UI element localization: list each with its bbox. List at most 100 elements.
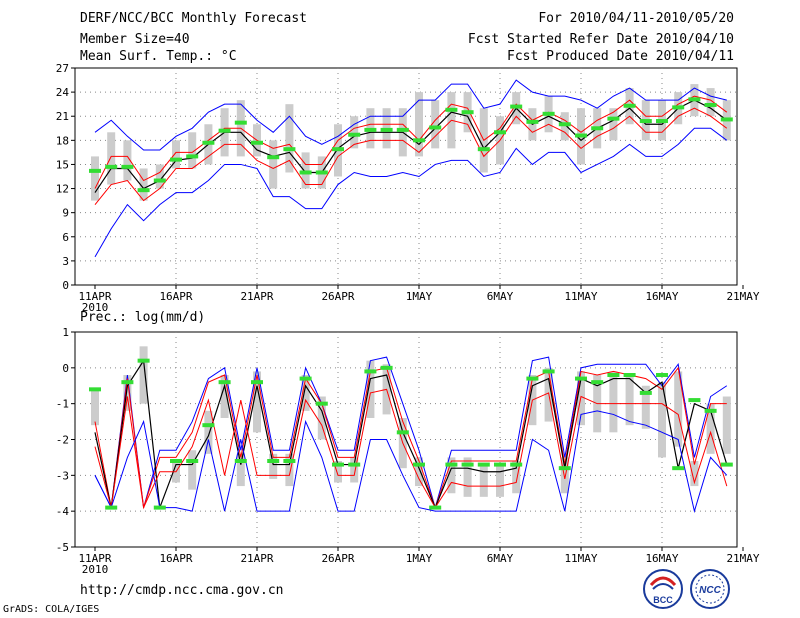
ncc-logo: NCC xyxy=(688,567,732,611)
temp-obs-marker xyxy=(672,105,685,110)
refer-date: Fcst Started Refer Date 2010/04/10 xyxy=(467,32,734,47)
prec-spread-box xyxy=(253,371,261,433)
prec-obs-marker xyxy=(672,466,685,471)
bcc-logo-text: BCC xyxy=(653,595,673,605)
temp-xtick-label: 11APR xyxy=(78,290,111,303)
prec-obs-marker xyxy=(623,373,636,377)
source-url[interactable]: http://cmdp.ncc.cma.gov.cn xyxy=(80,583,284,598)
temp-obs-marker xyxy=(121,164,134,169)
prec-spread-box xyxy=(447,457,456,494)
temp-obs-marker xyxy=(218,128,231,133)
prec-year-label: 2010 xyxy=(82,563,109,576)
prec-obs-marker xyxy=(186,459,199,463)
member-size: Member Size=40 xyxy=(80,32,190,47)
temp-ytick-label: 18 xyxy=(56,134,69,147)
temp-spread-box xyxy=(301,152,310,189)
prec-obs-marker xyxy=(704,408,717,413)
prec-spread-box xyxy=(706,403,715,454)
temp-obs-marker xyxy=(364,127,377,132)
temp-obs-marker xyxy=(315,170,328,175)
temp-xtick-label: 21MAY xyxy=(726,290,759,303)
prec-spread-box xyxy=(674,371,683,447)
temp-panel: 0 3 6 9 12 15 18 21 24 27 11APR 16APR 21APR 26APR 1MAY… xyxy=(56,62,760,314)
prec-obs-marker xyxy=(380,365,393,370)
prec-obs-marker xyxy=(396,430,409,435)
prec-obs-marker xyxy=(251,380,263,385)
temp-obs-marker xyxy=(526,119,539,124)
prec-spread-box xyxy=(269,453,278,479)
temp-spread-box xyxy=(91,156,99,201)
prec-min-line xyxy=(94,410,728,514)
temp-spread-box xyxy=(415,92,423,157)
prec-obs-marker xyxy=(315,401,328,406)
prec-obs-marker xyxy=(234,459,247,463)
temp-obs-marker xyxy=(170,157,182,162)
temp-obs-marker xyxy=(688,97,701,102)
prec-spread-box xyxy=(236,453,245,487)
temp-obs-marker xyxy=(558,122,571,127)
prec-obs-marker xyxy=(510,462,523,467)
prec-obs-marker xyxy=(153,505,166,510)
prec-spread-box xyxy=(512,461,521,494)
prec-obs-marker xyxy=(591,380,604,385)
temp-min-line xyxy=(94,127,728,258)
prec-obs-marker xyxy=(218,380,231,385)
temp-obs-marker xyxy=(332,147,344,152)
prec-spread-box xyxy=(301,375,310,411)
temp-obs-marker xyxy=(607,116,620,121)
temp-obs-marker xyxy=(202,140,215,145)
temp-obs-marker xyxy=(348,132,361,137)
prec-xtick-label: 21MAY xyxy=(726,552,759,565)
prec-obs-marker xyxy=(299,376,312,381)
prec-spread-box xyxy=(139,346,148,404)
prec-ytick-label: -1 xyxy=(56,398,69,411)
prec-xtick-label: 16MAY xyxy=(645,552,678,565)
temp-obs-marker xyxy=(251,140,263,145)
temp-obs-marker xyxy=(591,126,604,131)
temp-xtick-label: 26APR xyxy=(321,290,354,303)
temp-spread-box xyxy=(172,140,180,169)
temp-obs-marker xyxy=(413,138,425,143)
prec-spread-box xyxy=(722,396,731,454)
precipitation-label: Prec.: log(mm/d) xyxy=(80,310,206,325)
prec-obs-marker xyxy=(542,369,555,374)
temp-obs-marker xyxy=(510,104,523,109)
prec-spread-box xyxy=(690,461,699,487)
temp-ytick-label: 9 xyxy=(62,207,69,220)
temp-spread-box xyxy=(188,132,197,169)
prec-obs-marker xyxy=(121,380,134,385)
temp-spread-box xyxy=(431,100,440,149)
temp-obs-marker xyxy=(429,125,442,130)
temp-obs-marker xyxy=(299,170,312,175)
temp-obs-marker xyxy=(137,188,150,193)
prec-spread-box xyxy=(658,382,666,458)
temp-xtick-label: 16APR xyxy=(159,290,192,303)
prec-obs-marker xyxy=(494,462,506,467)
prec-max-line xyxy=(94,356,728,510)
prec-spread-box xyxy=(350,457,359,483)
temp-obs-marker xyxy=(445,107,458,112)
temp-obs-marker xyxy=(639,119,652,124)
temp-ytick-label: 6 xyxy=(62,231,69,244)
temp-spread-box xyxy=(155,164,164,189)
temp-obs-marker xyxy=(105,164,118,169)
prec-spread-box xyxy=(204,410,213,454)
prec-upper-line xyxy=(94,366,727,510)
prec-obs-marker xyxy=(332,462,344,467)
prec-ytick-label: -3 xyxy=(56,469,69,482)
temp-obs-marker xyxy=(267,155,280,160)
prec-spread-box xyxy=(463,457,472,497)
prec-obs-marker xyxy=(445,462,458,467)
temp-spread-box xyxy=(609,108,618,141)
prec-spread-box xyxy=(285,453,294,487)
prec-spread-box xyxy=(334,461,342,483)
prec-obs-marker xyxy=(720,462,733,467)
prec-obs-marker xyxy=(202,423,215,428)
prec-ytick-label: -4 xyxy=(56,505,70,518)
prec-obs-marker xyxy=(137,358,150,363)
prec-lower-line xyxy=(94,388,728,510)
temp-obs-marker xyxy=(477,147,490,152)
prec-ytick-label: -5 xyxy=(56,541,69,554)
temp-obs-marker xyxy=(283,147,296,152)
